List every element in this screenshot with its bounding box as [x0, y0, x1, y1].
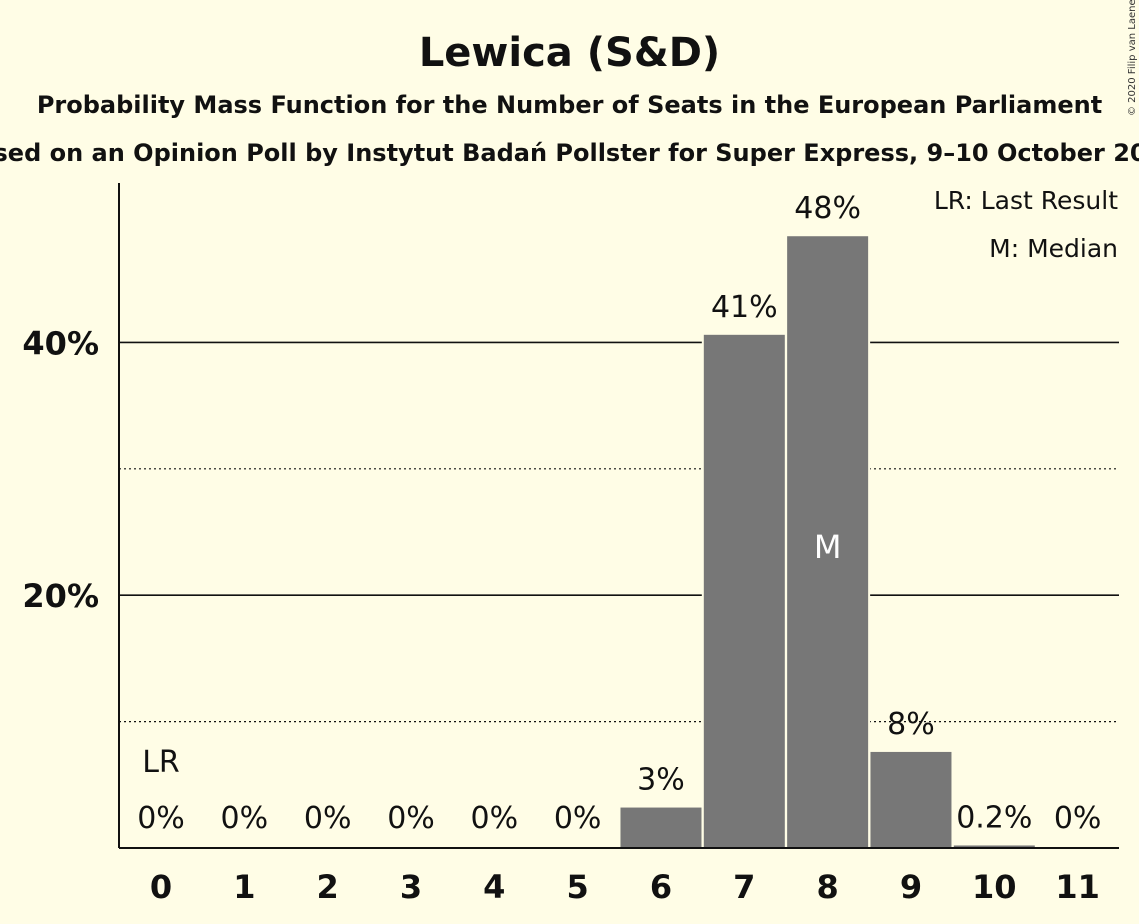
- data-label-9: 8%: [887, 707, 935, 742]
- x-tick-label: 7: [733, 868, 755, 906]
- x-tick-label: 4: [483, 868, 505, 906]
- data-label-8: 48%: [794, 191, 861, 226]
- data-label-4: 0%: [471, 801, 519, 836]
- data-label-2: 0%: [304, 801, 352, 836]
- data-label-1: 0%: [221, 801, 269, 836]
- x-tick-label: 2: [317, 868, 339, 906]
- data-labels: 0% 0% 0% 0% 0% 0% 3% 41% 48% 8% 0.2% 0% LR M: [137, 191, 1101, 836]
- data-label-5: 0%: [554, 801, 602, 836]
- data-label-10: 0.2%: [956, 800, 1032, 835]
- data-label-0: 0%: [137, 801, 185, 836]
- x-tick-label: 9: [900, 868, 922, 906]
- bar-seats-10: [953, 845, 1035, 848]
- gridlines: [119, 341, 1119, 723]
- copyright-notice: © 2020 Filip van Laenen: [1127, 0, 1138, 116]
- chart-subtitle: Probability Mass Function for the Number…: [37, 91, 1102, 119]
- axes: [118, 183, 1119, 849]
- chart-subtitle-2: Based on an Opinion Poll by Instytut Bad…: [0, 139, 1139, 167]
- last-result-marker: LR: [142, 745, 180, 780]
- median-marker: M: [814, 528, 842, 566]
- legend-last-result: LR: Last Result: [934, 186, 1118, 215]
- chart-title: Lewica (S&D): [419, 30, 720, 76]
- x-tick-label: 5: [567, 868, 589, 906]
- data-label-3: 0%: [387, 801, 435, 836]
- legend-median: M: Median: [989, 234, 1118, 263]
- tick-labels: 20% 40% 0 1 2 3 4 5 6 7 8 9 10 11: [22, 324, 1099, 906]
- x-tick-label: 1: [233, 868, 255, 906]
- bars: [618, 234, 1035, 848]
- data-label-7: 41%: [711, 290, 778, 325]
- bar-seats-8: [787, 236, 869, 848]
- x-tick-label: 8: [817, 868, 839, 906]
- y-tick-label: 40%: [22, 324, 99, 362]
- x-tick-label: 6: [650, 868, 672, 906]
- x-tick-label: 3: [400, 868, 422, 906]
- x-tick-label: 10: [972, 868, 1017, 906]
- bar-seats-7: [703, 334, 785, 848]
- bar-seats-9: [870, 751, 952, 848]
- x-tick-label: 0: [150, 868, 172, 906]
- y-tick-label: 20%: [22, 577, 99, 615]
- x-tick-label: 11: [1055, 868, 1100, 906]
- bar-seats-6: [620, 807, 702, 848]
- data-label-11: 0%: [1054, 801, 1102, 836]
- data-label-6: 3%: [637, 763, 685, 798]
